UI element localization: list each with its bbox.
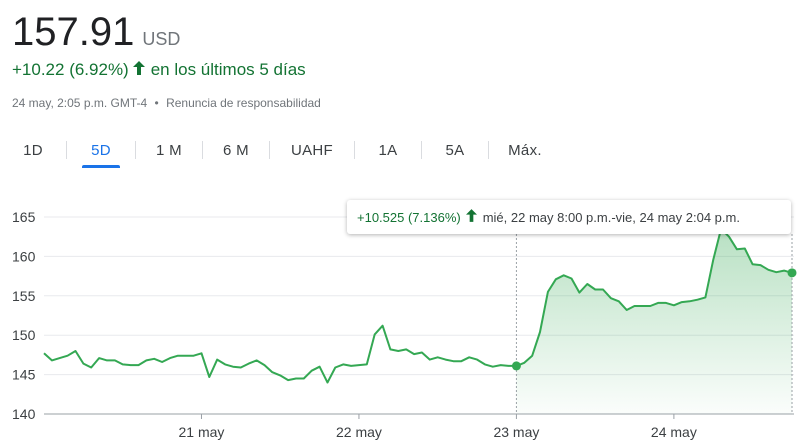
price-series-line	[43, 227, 793, 384]
meta-separator: •	[154, 96, 159, 110]
currency-label: USD	[142, 29, 181, 49]
current-price: 157.91	[12, 10, 135, 54]
change-value: +10.22 (6.92%)	[12, 60, 129, 79]
selection-area-fill	[516, 228, 792, 414]
tab-divider	[354, 141, 355, 159]
price-header: 157.91 USD	[12, 8, 180, 56]
y-tick-label: 165	[12, 209, 36, 225]
y-tick-label: 155	[12, 288, 36, 304]
arrow-up-icon	[465, 209, 477, 225]
quote-timestamp: 24 may, 2:05 p.m. GMT-4	[12, 96, 148, 110]
x-tick-label: 23 may	[493, 424, 539, 440]
y-tick-label: 140	[12, 406, 36, 422]
range-tabs: 1D 5D 1 M 6 M UAHF 1A 5A Máx.	[0, 132, 561, 168]
quote-meta: 24 may, 2:05 p.m. GMT-4 • Renuncia de re…	[12, 96, 321, 110]
selection-change: +10.525 (7.136%)	[357, 209, 461, 225]
arrow-up-icon	[132, 60, 145, 80]
x-tick-label: 24 may	[651, 424, 697, 440]
price-change: +10.22 (6.92%) en los últimos 5 días	[12, 60, 306, 80]
tab-divider	[202, 141, 203, 159]
x-tick-label: 21 may	[179, 424, 225, 440]
y-axis: 140 145 150 155 160 165	[12, 209, 36, 422]
change-period: en los últimos 5 días	[150, 60, 306, 79]
x-axis: 21 may 22 may 23 may 24 may	[179, 414, 697, 440]
tab-divider	[421, 141, 422, 159]
selection-end-point[interactable]	[787, 268, 797, 278]
y-tick-label: 145	[12, 367, 36, 383]
selection-tooltip: +10.525 (7.136%) mié, 22 may 8:00 p.m.-v…	[347, 200, 791, 234]
tab-max[interactable]: Máx.	[508, 141, 542, 159]
selection-range: mié, 22 may 8:00 p.m.-vie, 24 may 2:04 p…	[482, 209, 740, 225]
tab-5y[interactable]: 5A	[445, 141, 465, 159]
tab-divider	[488, 141, 489, 159]
tab-1m[interactable]: 1 M	[156, 141, 182, 159]
tab-1y[interactable]: 1A	[378, 141, 398, 159]
tab-1d[interactable]: 1D	[23, 141, 43, 159]
y-tick-label: 160	[12, 248, 36, 264]
x-tick-label: 22 may	[336, 424, 382, 440]
tab-6m[interactable]: 6 M	[223, 141, 249, 159]
disclaimer-link[interactable]: Renuncia de responsabilidad	[166, 96, 321, 110]
tab-divider	[135, 141, 136, 159]
tab-5d[interactable]: 5D	[67, 132, 135, 168]
tab-divider	[269, 141, 270, 159]
selection-start-point[interactable]	[511, 361, 521, 371]
tab-ytd[interactable]: UAHF	[290, 141, 334, 159]
y-tick-label: 150	[12, 327, 36, 343]
